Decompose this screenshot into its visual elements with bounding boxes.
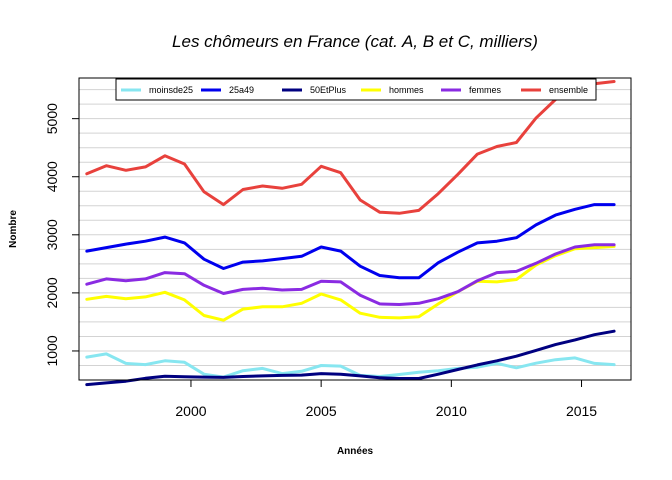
series-line-moinsde25 (85, 352, 616, 379)
x-tick-label: 2005 (306, 403, 337, 419)
x-tick-label: 2010 (436, 403, 467, 419)
y-tick-label: 4000 (44, 161, 60, 192)
x-axis-label: Années (337, 446, 374, 457)
series-line-femmes (85, 243, 616, 306)
legend-label-25a49: 25a49 (229, 85, 254, 95)
series-layer (85, 80, 616, 387)
plot-frame (78, 77, 632, 381)
legend-label-femmes: femmes (469, 85, 502, 95)
legend-label-moinsde25: moinsde25 (149, 85, 193, 95)
series-line-hommes (85, 244, 616, 322)
chart-title: Les chômeurs en France (cat. A, B et C, … (172, 32, 538, 51)
grid-lines (79, 89, 631, 366)
x-axis: 2000 2005 2010 2015 (175, 380, 597, 419)
y-tick-label: 5000 (44, 103, 60, 134)
legend-box (115, 78, 597, 101)
x-tick-label: 2015 (566, 403, 597, 419)
legend-label-50EtPlus: 50EtPlus (310, 85, 347, 95)
legend-label-ensemble: ensemble (549, 85, 588, 95)
legend-label-hommes: hommes (389, 85, 424, 95)
series-line-ensemble (85, 80, 616, 215)
y-tick-label: 3000 (44, 219, 60, 250)
x-tick-label: 2000 (175, 403, 206, 419)
legend: moinsde25 25a49 50EtPlus hommes femmes ensemb… (115, 78, 597, 101)
y-axis-label: Nombre (8, 210, 19, 248)
y-tick-label: 1000 (44, 335, 60, 366)
series-line-50EtPlus (85, 329, 616, 387)
y-tick-label: 2000 (44, 277, 60, 308)
y-axis: 1000 2000 3000 4000 5000 (44, 103, 79, 367)
series-line-25a49 (85, 203, 616, 280)
